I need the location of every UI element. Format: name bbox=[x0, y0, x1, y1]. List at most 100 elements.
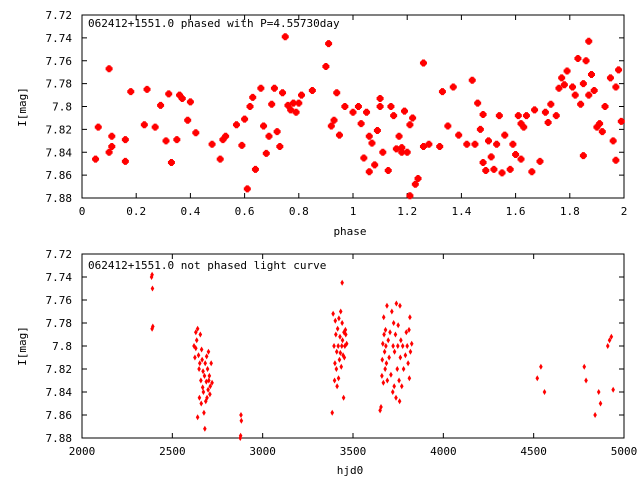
phased-data-point bbox=[281, 33, 289, 41]
phased-data-point bbox=[262, 149, 270, 157]
phased-data-point bbox=[327, 122, 335, 130]
phased-data-point bbox=[438, 88, 446, 96]
unphased-data-point bbox=[201, 389, 206, 395]
phased-data-point bbox=[184, 116, 192, 124]
unphased-data-point bbox=[331, 310, 335, 317]
x-tick-label: 0.8 bbox=[289, 205, 309, 218]
unphased-data-point bbox=[333, 360, 337, 367]
unphased-data-point bbox=[582, 363, 587, 370]
unphased-data-point bbox=[201, 368, 205, 375]
phased-data-point bbox=[387, 103, 395, 110]
phased-data-point bbox=[579, 152, 587, 160]
phased-data-point bbox=[251, 165, 259, 173]
unphased-data-point bbox=[598, 400, 603, 407]
phased-data-point bbox=[571, 91, 579, 99]
phased-data-point bbox=[506, 165, 514, 173]
phased-data-point bbox=[406, 121, 414, 129]
phased-data-point bbox=[398, 148, 406, 156]
y-tick-label: 7.86 bbox=[46, 409, 73, 422]
phased-x-ticks: 0 0.2 0.4 0.6 0.8 1 1.2 1.4 1.6 1.8 2 bbox=[79, 15, 627, 218]
x-tick-label: 4500 bbox=[520, 445, 547, 458]
phased-data-point bbox=[471, 140, 479, 148]
y-tick-label: 7.74 bbox=[46, 32, 73, 45]
y-tick-label: 7.76 bbox=[46, 294, 73, 307]
unphased-data-point bbox=[198, 331, 203, 338]
phased-data-point bbox=[601, 103, 609, 110]
phased-data-point bbox=[162, 137, 170, 145]
phased-data-point bbox=[495, 112, 503, 120]
unphased-data-point bbox=[584, 377, 588, 384]
unphased-data-point bbox=[332, 343, 336, 349]
phased-y-ticks: 7.72 7.74 7.76 7.78 7.8 7.82 7.84 7.86 7.88 bbox=[46, 9, 624, 205]
y-tick-label: 7.74 bbox=[46, 271, 73, 284]
unphased-x-ticks: 2000 2500 3000 3500 4000 4500 5000 bbox=[69, 254, 637, 458]
phased-data-point bbox=[582, 57, 590, 65]
unphased-data-point bbox=[393, 331, 398, 338]
unphased-data-point bbox=[384, 343, 388, 349]
phased-panel: 0 0.2 0.4 0.6 0.8 1 1.2 1.4 1.6 1.8 2 7.72 7.74 7.76… bbox=[16, 9, 627, 238]
phased-data-point bbox=[176, 91, 184, 99]
phased-data-point bbox=[249, 93, 257, 101]
phased-data-point bbox=[238, 141, 246, 149]
unphased-data-point bbox=[343, 331, 348, 338]
phased-data-point bbox=[167, 159, 175, 167]
unphased-data-point bbox=[340, 320, 344, 326]
unphased-data-point bbox=[390, 389, 395, 395]
unphased-data-point bbox=[405, 343, 409, 349]
unphased-data-point bbox=[400, 343, 405, 349]
phased-data-point bbox=[490, 165, 498, 173]
unphased-data-point bbox=[203, 425, 207, 432]
unphased-data-point bbox=[194, 337, 199, 344]
phased-data-point bbox=[425, 140, 433, 148]
phased-data-point bbox=[341, 103, 349, 110]
unphased-plot-frame bbox=[81, 253, 625, 439]
phased-data-point bbox=[127, 88, 135, 96]
unphased-data-point bbox=[382, 348, 387, 355]
phased-data-point bbox=[409, 114, 417, 122]
unphased-data-point bbox=[335, 325, 340, 332]
phased-data-point bbox=[257, 84, 265, 92]
unphased-data-point bbox=[391, 320, 396, 326]
phased-data-point bbox=[357, 120, 365, 128]
unphased-data-point bbox=[338, 333, 342, 340]
unphased-data-point bbox=[403, 352, 408, 359]
unphased-data-point bbox=[593, 412, 597, 418]
unphased-data-point bbox=[199, 400, 204, 407]
unphased-data-point bbox=[394, 394, 398, 401]
unphased-data-point bbox=[385, 302, 389, 309]
x-tick-label: 1.2 bbox=[397, 205, 417, 218]
unphased-data-point bbox=[408, 314, 412, 321]
x-tick-label: 1.4 bbox=[451, 205, 471, 218]
phased-data-point bbox=[349, 108, 357, 116]
unphased-data-point bbox=[207, 377, 211, 384]
phased-data-point bbox=[406, 192, 414, 200]
phased-data-point bbox=[531, 106, 539, 114]
phased-data-point bbox=[544, 119, 552, 127]
unphased-data-point bbox=[333, 317, 338, 324]
unphased-data-point bbox=[383, 326, 388, 333]
unphased-data-point bbox=[398, 302, 402, 309]
unphased-data-point bbox=[208, 383, 213, 390]
unphased-data-point bbox=[193, 354, 197, 361]
unphased-data-point bbox=[344, 340, 349, 347]
phased-data-point bbox=[140, 121, 148, 129]
phased-data-point bbox=[298, 91, 306, 99]
phased-data-point bbox=[552, 112, 560, 120]
unphased-data-point bbox=[381, 379, 386, 386]
phased-data-point bbox=[216, 155, 224, 163]
phased-data-point bbox=[400, 107, 408, 115]
phased-data-point bbox=[178, 94, 186, 102]
y-tick-label: 7.8 bbox=[52, 340, 72, 353]
unphased-data-point bbox=[407, 375, 412, 382]
phased-data-point bbox=[376, 94, 384, 102]
unphased-data-point bbox=[197, 394, 202, 401]
x-tick-label: 4000 bbox=[430, 445, 457, 458]
phased-data-point bbox=[354, 103, 362, 110]
unphased-data-point bbox=[388, 329, 392, 336]
phased-data-point bbox=[455, 131, 463, 139]
phased-data-point bbox=[609, 137, 617, 145]
phased-data-point bbox=[395, 132, 403, 140]
phased-data-point bbox=[522, 112, 530, 120]
unphased-data-point bbox=[386, 337, 391, 344]
unphased-data-point bbox=[381, 340, 385, 347]
